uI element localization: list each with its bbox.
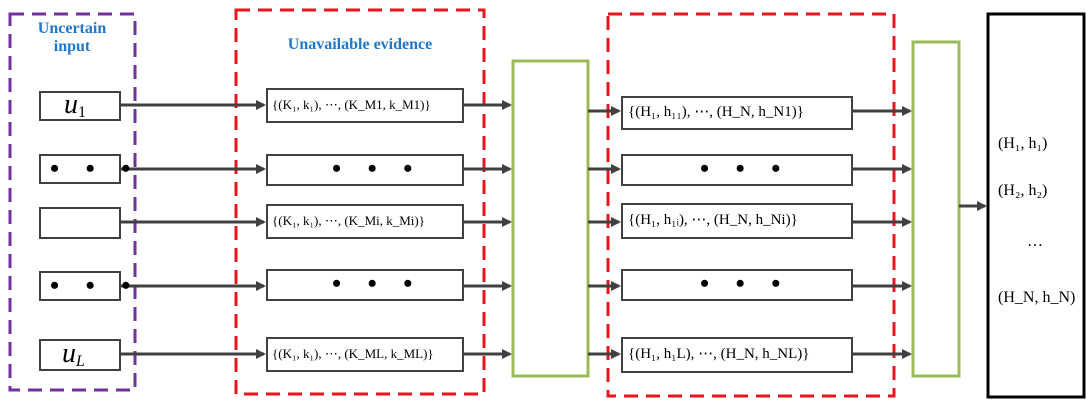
belief-dots-2: • • • [700, 269, 791, 298]
output-label-4: (H_N, h_N) [998, 289, 1076, 306]
belief-label-5: {(H₁, h₁L), ⋯, (H_N, h_NL)} [628, 346, 810, 362]
output-label-2: (H₂, h₂) [998, 182, 1048, 199]
input-label-1: u1 [64, 91, 86, 121]
evidence-dots-1: • • • [332, 154, 423, 183]
output-label-3: … [1027, 233, 1043, 250]
input-box-4 [39, 271, 121, 301]
evidence-box-5 [266, 337, 464, 372]
uncertain-input-title-line2: input [53, 38, 91, 55]
unavailable-evidence-title: Unavailable evidence [287, 36, 433, 53]
belief-box-2 [621, 154, 853, 186]
input-label-1-sub: 1 [78, 104, 86, 121]
arrows-input-evidence [120, 100, 266, 359]
arrows-evidence-fusion [463, 100, 512, 359]
evidence-label-1: {(K₁, k₁), ⋯, (K_M1, k_M1)} [272, 97, 431, 112]
input-label-5: uL [62, 340, 85, 370]
belief-box-3 [621, 203, 853, 239]
output-box [986, 12, 1086, 399]
uncertain-input-title: Uncertain input [12, 20, 132, 56]
belief-label-1: {(H₁, h₁₁), ⋯, (H_N, h_N1)} [628, 104, 804, 120]
belief-dots-1: • • • [700, 154, 791, 183]
input-label-5-sub: L [76, 353, 85, 370]
input-dots-2: • • • [50, 271, 141, 300]
input-label-5-main: u [62, 338, 76, 369]
belief-group-border [606, 12, 896, 398]
evidence-box-2 [266, 154, 464, 186]
input-box-5 [39, 339, 121, 371]
arrows-belief-fusion [852, 106, 912, 359]
evidence-label-3: {(K₁, k₁), ⋯, (K_Mi, k_Mi)} [272, 213, 425, 228]
belief-box-1 [621, 96, 853, 130]
evidence-box-1 [266, 88, 464, 123]
input-label-1-main: u [64, 89, 78, 120]
belief-box-5 [621, 337, 853, 373]
output-label-1: (H₁, h₁) [998, 135, 1048, 152]
fusion-box-1 [511, 59, 590, 378]
belief-label-3: {(H₁, h₁ᵢ), ⋯, (H_N, h_Ni)} [628, 212, 798, 228]
input-dots-1: • • • [50, 154, 141, 183]
evidence-label-5: {(K₁, k₁), ⋯, (K_ML, k_ML)} [272, 346, 434, 361]
uncertain-input-title-line1: Uncertain [37, 20, 107, 37]
uncertain-input-group-border [8, 12, 137, 392]
unavailable-evidence-group-border [234, 8, 486, 396]
evidence-dots-2: • • • [332, 269, 423, 298]
input-box-2 [39, 154, 121, 184]
fusion-box-2 [911, 40, 961, 378]
arrows-fusion-belief [588, 106, 621, 359]
